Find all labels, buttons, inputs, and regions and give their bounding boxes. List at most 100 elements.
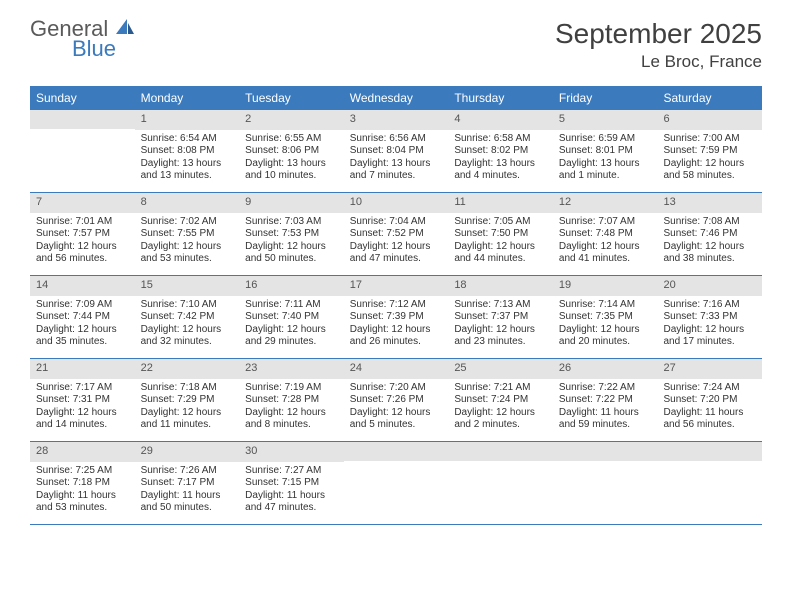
day-cell: 21Sunrise: 7:17 AMSunset: 7:31 PMDayligh… <box>30 359 135 441</box>
day-cell <box>553 442 658 524</box>
day-body: Sunrise: 7:17 AMSunset: 7:31 PMDaylight:… <box>30 379 135 438</box>
day-cell <box>30 110 135 192</box>
day-body: Sunrise: 6:59 AMSunset: 8:01 PMDaylight:… <box>553 130 658 189</box>
day-cell: 9Sunrise: 7:03 AMSunset: 7:53 PMDaylight… <box>239 193 344 275</box>
day-cell: 3Sunrise: 6:56 AMSunset: 8:04 PMDaylight… <box>344 110 449 192</box>
daylight-text: Daylight: 13 hours and 4 minutes. <box>454 158 547 183</box>
sunrise-text: Sunrise: 7:05 AM <box>454 216 547 229</box>
sunset-text: Sunset: 7:40 PM <box>245 311 338 324</box>
sunrise-text: Sunrise: 7:08 AM <box>663 216 756 229</box>
day-body: Sunrise: 7:14 AMSunset: 7:35 PMDaylight:… <box>553 296 658 355</box>
daylight-text: Daylight: 12 hours and 23 minutes. <box>454 324 547 349</box>
sunset-text: Sunset: 7:57 PM <box>36 228 129 241</box>
daylight-text: Daylight: 12 hours and 47 minutes. <box>350 241 443 266</box>
sunrise-text: Sunrise: 7:01 AM <box>36 216 129 229</box>
sunset-text: Sunset: 7:48 PM <box>559 228 652 241</box>
day-number: 2 <box>239 110 344 130</box>
day-cell: 5Sunrise: 6:59 AMSunset: 8:01 PMDaylight… <box>553 110 658 192</box>
daylight-text: Daylight: 12 hours and 14 minutes. <box>36 407 129 432</box>
day-body: Sunrise: 7:18 AMSunset: 7:29 PMDaylight:… <box>135 379 240 438</box>
day-cell: 6Sunrise: 7:00 AMSunset: 7:59 PMDaylight… <box>657 110 762 192</box>
sunrise-text: Sunrise: 6:55 AM <box>245 133 338 146</box>
day-number: 5 <box>553 110 658 130</box>
week-row: 14Sunrise: 7:09 AMSunset: 7:44 PMDayligh… <box>30 276 762 359</box>
day-number <box>448 442 553 461</box>
sunset-text: Sunset: 7:42 PM <box>141 311 234 324</box>
day-body: Sunrise: 7:08 AMSunset: 7:46 PMDaylight:… <box>657 213 762 272</box>
day-body: Sunrise: 6:56 AMSunset: 8:04 PMDaylight:… <box>344 130 449 189</box>
day-header: Monday <box>135 86 240 110</box>
day-body: Sunrise: 7:21 AMSunset: 7:24 PMDaylight:… <box>448 379 553 438</box>
sunrise-text: Sunrise: 7:26 AM <box>141 465 234 478</box>
day-number: 11 <box>448 193 553 213</box>
day-number: 12 <box>553 193 658 213</box>
day-cell: 12Sunrise: 7:07 AMSunset: 7:48 PMDayligh… <box>553 193 658 275</box>
daylight-text: Daylight: 12 hours and 56 minutes. <box>36 241 129 266</box>
day-body: Sunrise: 7:25 AMSunset: 7:18 PMDaylight:… <box>30 462 135 521</box>
day-cell: 8Sunrise: 7:02 AMSunset: 7:55 PMDaylight… <box>135 193 240 275</box>
day-body: Sunrise: 7:13 AMSunset: 7:37 PMDaylight:… <box>448 296 553 355</box>
day-cell: 10Sunrise: 7:04 AMSunset: 7:52 PMDayligh… <box>344 193 449 275</box>
day-header: Tuesday <box>239 86 344 110</box>
day-number: 21 <box>30 359 135 379</box>
sunrise-text: Sunrise: 7:04 AM <box>350 216 443 229</box>
sunrise-text: Sunrise: 7:03 AM <box>245 216 338 229</box>
day-body: Sunrise: 7:16 AMSunset: 7:33 PMDaylight:… <box>657 296 762 355</box>
day-cell: 30Sunrise: 7:27 AMSunset: 7:15 PMDayligh… <box>239 442 344 524</box>
daylight-text: Daylight: 12 hours and 35 minutes. <box>36 324 129 349</box>
sunrise-text: Sunrise: 6:58 AM <box>454 133 547 146</box>
week-row: 28Sunrise: 7:25 AMSunset: 7:18 PMDayligh… <box>30 442 762 525</box>
sunrise-text: Sunrise: 7:24 AM <box>663 382 756 395</box>
daylight-text: Daylight: 12 hours and 29 minutes. <box>245 324 338 349</box>
sunset-text: Sunset: 8:01 PM <box>559 145 652 158</box>
day-number: 22 <box>135 359 240 379</box>
day-body: Sunrise: 6:54 AMSunset: 8:08 PMDaylight:… <box>135 130 240 189</box>
sunset-text: Sunset: 7:31 PM <box>36 394 129 407</box>
calendar: SundayMondayTuesdayWednesdayThursdayFrid… <box>30 86 762 525</box>
day-number: 1 <box>135 110 240 130</box>
sunset-text: Sunset: 7:22 PM <box>559 394 652 407</box>
day-cell: 17Sunrise: 7:12 AMSunset: 7:39 PMDayligh… <box>344 276 449 358</box>
day-number <box>657 442 762 461</box>
day-number: 25 <box>448 359 553 379</box>
daylight-text: Daylight: 12 hours and 41 minutes. <box>559 241 652 266</box>
sunset-text: Sunset: 8:08 PM <box>141 145 234 158</box>
daylight-text: Daylight: 12 hours and 11 minutes. <box>141 407 234 432</box>
daylight-text: Daylight: 12 hours and 17 minutes. <box>663 324 756 349</box>
day-cell: 7Sunrise: 7:01 AMSunset: 7:57 PMDaylight… <box>30 193 135 275</box>
day-body: Sunrise: 7:07 AMSunset: 7:48 PMDaylight:… <box>553 213 658 272</box>
daylight-text: Daylight: 13 hours and 13 minutes. <box>141 158 234 183</box>
daylight-text: Daylight: 12 hours and 53 minutes. <box>141 241 234 266</box>
daylight-text: Daylight: 12 hours and 58 minutes. <box>663 158 756 183</box>
day-cell <box>344 442 449 524</box>
day-number: 27 <box>657 359 762 379</box>
day-body: Sunrise: 6:58 AMSunset: 8:02 PMDaylight:… <box>448 130 553 189</box>
day-cell: 4Sunrise: 6:58 AMSunset: 8:02 PMDaylight… <box>448 110 553 192</box>
day-number: 9 <box>239 193 344 213</box>
daylight-text: Daylight: 11 hours and 56 minutes. <box>663 407 756 432</box>
sunrise-text: Sunrise: 7:00 AM <box>663 133 756 146</box>
day-number: 4 <box>448 110 553 130</box>
sunset-text: Sunset: 7:44 PM <box>36 311 129 324</box>
location: Le Broc, France <box>555 52 762 72</box>
daylight-text: Daylight: 13 hours and 10 minutes. <box>245 158 338 183</box>
sunrise-text: Sunrise: 7:10 AM <box>141 299 234 312</box>
daylight-text: Daylight: 12 hours and 38 minutes. <box>663 241 756 266</box>
day-body: Sunrise: 7:00 AMSunset: 7:59 PMDaylight:… <box>657 130 762 189</box>
day-body: Sunrise: 7:03 AMSunset: 7:53 PMDaylight:… <box>239 213 344 272</box>
sunrise-text: Sunrise: 7:14 AM <box>559 299 652 312</box>
sunset-text: Sunset: 7:33 PM <box>663 311 756 324</box>
day-cell: 27Sunrise: 7:24 AMSunset: 7:20 PMDayligh… <box>657 359 762 441</box>
day-cell: 11Sunrise: 7:05 AMSunset: 7:50 PMDayligh… <box>448 193 553 275</box>
day-number: 3 <box>344 110 449 130</box>
day-body: Sunrise: 7:24 AMSunset: 7:20 PMDaylight:… <box>657 379 762 438</box>
title-block: September 2025 Le Broc, France <box>555 18 762 72</box>
sunset-text: Sunset: 7:26 PM <box>350 394 443 407</box>
sunset-text: Sunset: 7:18 PM <box>36 477 129 490</box>
daylight-text: Daylight: 12 hours and 8 minutes. <box>245 407 338 432</box>
daylight-text: Daylight: 11 hours and 53 minutes. <box>36 490 129 515</box>
day-number: 29 <box>135 442 240 462</box>
day-body: Sunrise: 7:20 AMSunset: 7:26 PMDaylight:… <box>344 379 449 438</box>
day-body: Sunrise: 7:01 AMSunset: 7:57 PMDaylight:… <box>30 213 135 272</box>
sunrise-text: Sunrise: 7:20 AM <box>350 382 443 395</box>
